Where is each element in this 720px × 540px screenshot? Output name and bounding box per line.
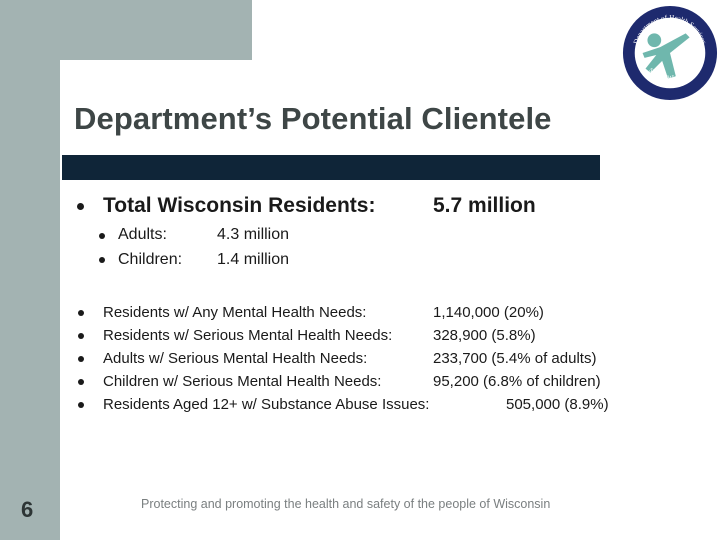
stat-label: Residents w/ Any Mental Health Needs: [103, 304, 367, 321]
stat-label: Residents Aged 12+ w/ Substance Abuse Is… [103, 396, 430, 413]
stat-label: Residents w/ Serious Mental Health Needs… [103, 327, 393, 344]
stat-value: 1,140,000 (20%) [433, 304, 544, 321]
children-label: Children: [118, 251, 183, 268]
total-residents-value: 5.7 million [433, 194, 536, 217]
stat-value: 95,200 (6.8% of children) [433, 373, 601, 390]
stat-value: 328,900 (5.8%) [433, 327, 536, 344]
bullet-point [78, 379, 84, 385]
bullet-point [78, 402, 84, 408]
slide-title: Department’s Potential Clientele [74, 101, 552, 136]
stat-label: Children w/ Serious Mental Health Needs: [103, 373, 382, 390]
bullet-point [99, 233, 105, 239]
adults-value: 4.3 million [217, 226, 290, 243]
corner-decoration [60, 60, 100, 100]
top-decoration [60, 0, 252, 60]
side-decoration [0, 0, 60, 540]
total-residents-label: Total Wisconsin Residents: [103, 194, 376, 217]
stat-value: 505,000 (8.9%) [506, 396, 609, 413]
bullet-point [99, 257, 105, 263]
bullet-point [78, 356, 84, 362]
bullet-point [78, 333, 84, 339]
department-seal-logo: Department of Health Services State of W… [622, 5, 718, 101]
bullet-point [77, 203, 84, 210]
stat-label: Adults w/ Serious Mental Health Needs: [103, 350, 368, 367]
page-number: 6 [21, 497, 34, 522]
children-value: 1.4 million [217, 251, 290, 268]
title-underline-bar [62, 155, 600, 180]
bullet-point [78, 310, 84, 316]
person-figure-icon [642, 33, 690, 79]
adults-label: Adults: [118, 226, 167, 243]
footer-tagline: Protecting and promoting the health and … [141, 497, 551, 511]
stat-value: 233,700 (5.4% of adults) [433, 350, 597, 367]
